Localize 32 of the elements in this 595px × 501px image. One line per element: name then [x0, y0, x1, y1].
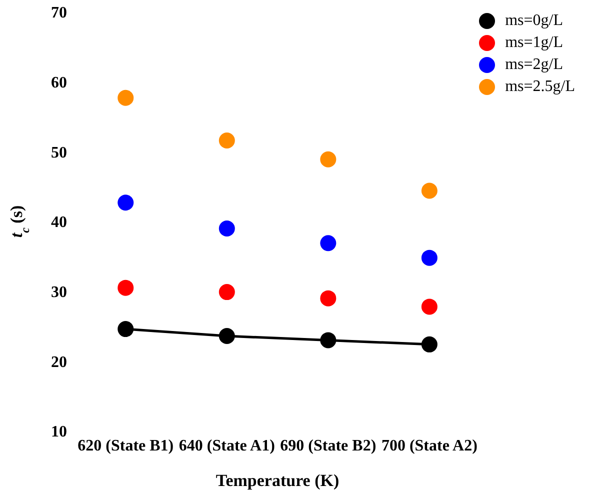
y-tick-label: 20: [51, 354, 67, 371]
y-tick-label: 30: [51, 284, 67, 302]
point: [118, 280, 134, 296]
point: [218, 284, 235, 300]
point: [421, 250, 438, 266]
point: [421, 336, 438, 352]
point: [218, 220, 235, 236]
point: [421, 182, 438, 199]
point: [320, 151, 336, 168]
legend-label: ms=1g/L: [505, 34, 563, 52]
legend-label: ms=2g/L: [505, 56, 563, 74]
point: [118, 194, 134, 211]
x-tick-label: 700 (State A2): [381, 437, 478, 454]
point: [320, 235, 336, 252]
y-tick-label: 40: [51, 214, 67, 232]
x-tick-label: 640 (State A1): [178, 437, 275, 454]
y-tick-label: 60: [51, 74, 67, 92]
point: [320, 332, 336, 348]
point: [118, 321, 134, 338]
legend-label: ms=0g/L: [505, 12, 563, 30]
x-tick-label: 690 (State B2): [280, 437, 376, 454]
point: [218, 328, 235, 344]
y-tick-label: 10: [51, 424, 67, 441]
legend-label: ms=2.5g/L: [505, 78, 575, 96]
point: [218, 132, 235, 148]
point: [421, 298, 438, 315]
y-tick-label: 70: [51, 4, 67, 22]
x-tick-label: 620 (State B1): [78, 437, 174, 454]
point: [320, 290, 336, 306]
point: [118, 90, 134, 106]
y-tick-label: 50: [51, 144, 67, 162]
x-axis-title: Temperature (K): [216, 471, 340, 490]
